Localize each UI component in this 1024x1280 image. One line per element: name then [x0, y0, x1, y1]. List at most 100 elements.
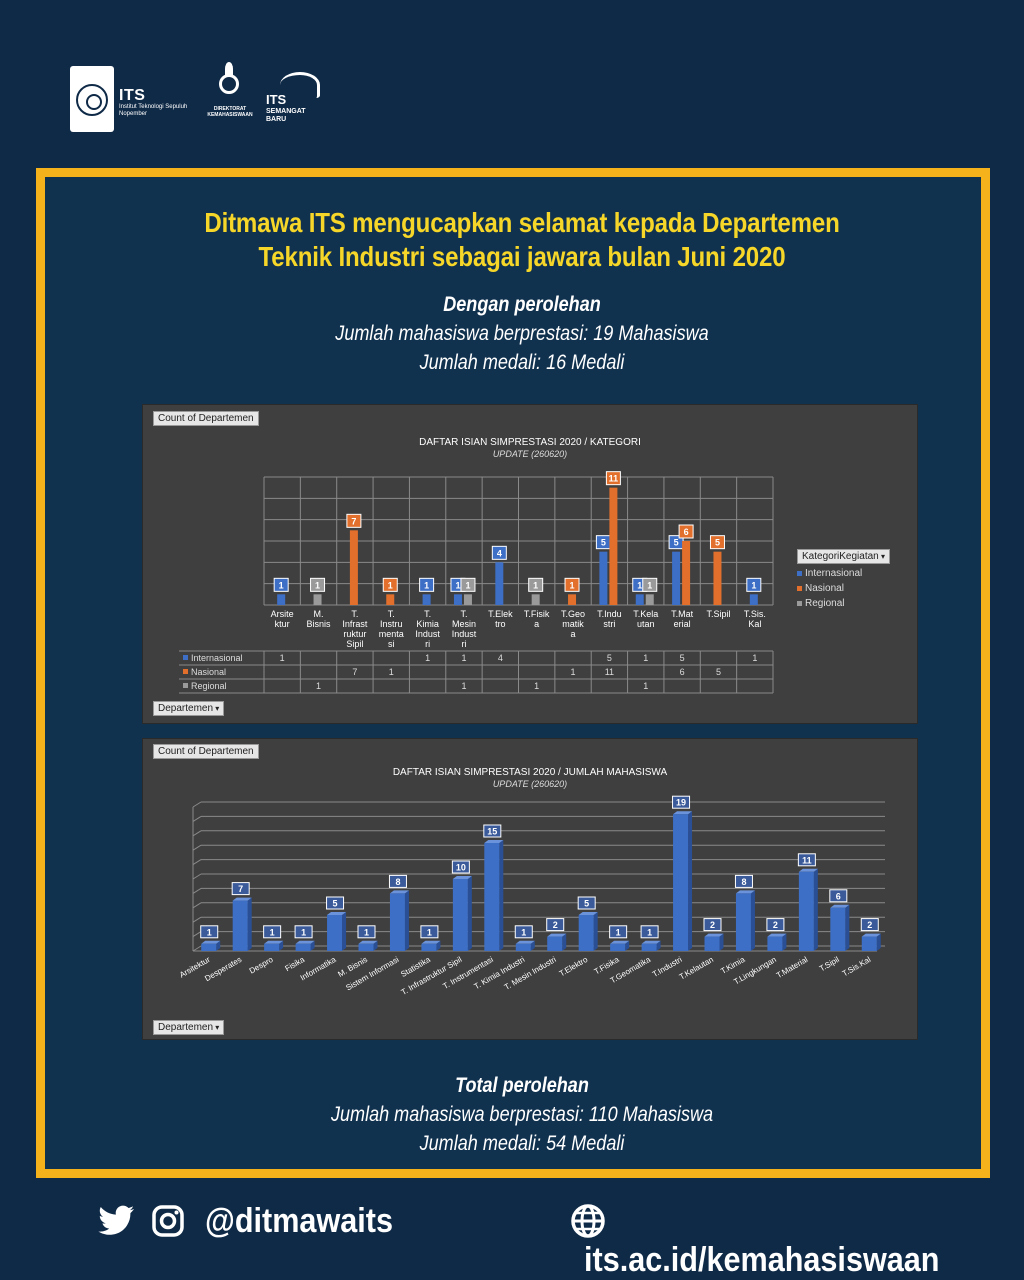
chart1-data-label: 1 — [424, 580, 429, 590]
chart1-bar-internasional — [277, 594, 286, 605]
chart1-legend: KategoriKegiatan Internasional Nasional … — [797, 549, 890, 609]
chart2-data-label-box — [829, 889, 848, 903]
category-chart: DAFTAR ISIAN SIMPRESTASI 2020 / KATEGORI… — [179, 437, 774, 694]
chart2-bar — [861, 936, 877, 951]
chart2-bar-top — [201, 940, 221, 944]
chart2-bar-top — [327, 912, 347, 915]
chart2-bar-side — [467, 876, 472, 951]
chart1-category-label: Sipil — [346, 639, 363, 649]
chart2-data-label: 10 — [456, 863, 466, 873]
chart1-bar-nasional — [568, 594, 577, 605]
chart2-data-label: 5 — [584, 899, 589, 909]
semangat-baru-logo: ITS SEMANGAT BARU — [266, 70, 326, 130]
chart2-bar-top — [641, 940, 661, 944]
legend-title[interactable]: KategoriKegiatan — [797, 549, 890, 564]
chart2-bar-side — [279, 940, 284, 951]
chart1-category-label: Mesin — [452, 619, 476, 629]
its-full-name: Institut Teknologi Sepuluh Nopember — [119, 104, 188, 117]
chart1-table-cell: 1 — [534, 681, 539, 691]
chart2-bar-side — [216, 940, 221, 951]
chart2-bar — [767, 936, 783, 951]
chart2-category-label: T.Sipil — [818, 955, 841, 974]
directorate-icon — [217, 62, 243, 98]
chart1-category-label: erial — [674, 619, 691, 629]
chart1-category-label: Kimia — [416, 619, 439, 629]
legend-nasional-label: Nasional — [805, 583, 844, 594]
chart1-data-label-box — [346, 513, 362, 528]
chart1-category-label: T.Fisik — [524, 609, 550, 619]
chart2-bar — [232, 900, 248, 951]
chart1-count-label[interactable]: Count of Departemen — [153, 411, 259, 426]
total-students: Jumlah mahasiswa berprestasi: 110 Mahasi… — [330, 1103, 714, 1126]
chart2-gridline-side — [192, 801, 202, 808]
twitter-icon[interactable] — [98, 1205, 136, 1237]
chart1-table-series-label: Internasional — [191, 653, 243, 663]
chart2-bar-side — [562, 933, 567, 951]
legend-nasional: Nasional — [797, 583, 890, 594]
chart2-data-label-box — [326, 896, 345, 910]
chart2-gridline-side — [192, 815, 202, 822]
website-footer: its.ac.id/kemahasiswaan — [570, 1200, 1024, 1279]
chart2-count-label[interactable]: Count of Departemen — [153, 744, 259, 759]
chart2-bar — [641, 943, 657, 951]
chart1-bar-internasional — [749, 594, 758, 605]
chart2-bar-top — [767, 933, 787, 937]
chart1-table-cell: 1 — [643, 681, 648, 691]
chart1-bar-internasional — [422, 594, 431, 605]
chart1-table-series-label: Regional — [191, 681, 227, 691]
chart2-bar-top — [421, 940, 441, 944]
chart2-bar — [452, 879, 468, 951]
social-footer: @ditmawaits — [98, 1200, 414, 1260]
website-url[interactable]: its.ac.id/kemahasiswaan — [584, 1240, 940, 1279]
chart2-data-label: 1 — [364, 927, 369, 937]
chart1-table-swatch — [183, 669, 188, 674]
chart2-gridline-side — [192, 830, 202, 837]
semangat-text: SEMANGAT BARU — [266, 108, 306, 123]
chart1-data-label-box — [528, 577, 544, 592]
chart1-category-label: Kal — [748, 619, 761, 629]
chart1-category-label: utan — [637, 619, 655, 629]
chart2-department-filter[interactable]: Departemen — [153, 1020, 225, 1035]
chart1-table-cell: 1 — [752, 653, 757, 663]
instagram-icon[interactable] — [151, 1204, 185, 1238]
chart2-category-label: T.Elektro — [558, 955, 590, 979]
chart2-data-label: 5 — [333, 899, 338, 909]
chart1-department-filter[interactable]: Departemen — [153, 701, 225, 716]
chart2-data-label: 8 — [741, 877, 746, 887]
chart2-data-label-box — [294, 925, 313, 939]
chart1-category-label: T. — [351, 609, 358, 619]
chart2-bar — [327, 915, 343, 951]
chart1-bar-regional — [645, 594, 654, 605]
chart2-data-label-box — [672, 795, 691, 809]
category-chart-panel: Count of Departemen DAFTAR ISIAN SIMPRES… — [142, 404, 918, 724]
summary-medals: Jumlah medali: 16 Medali — [419, 351, 625, 374]
chart1-data-label-box — [382, 577, 398, 592]
chart2-data-label-box — [357, 925, 376, 939]
social-handle[interactable]: @ditmawaits — [204, 1201, 393, 1240]
its-name: ITS — [119, 87, 146, 104]
chart1-table-series-label: Nasional — [191, 667, 226, 677]
chart1-category-label: Bisnis — [307, 619, 332, 629]
chart1-data-label: 11 — [609, 474, 619, 484]
chart1-category-label: tro — [495, 619, 506, 629]
chart2-data-label-box — [263, 925, 282, 939]
legend-regional: Regional — [797, 598, 890, 609]
chart2-gridline-side — [192, 945, 202, 952]
chart2-bar-side — [845, 904, 850, 951]
its-logo-text: ITS Institut Teknologi Sepuluh Nopember — [119, 88, 189, 118]
legend-internasional-label: Internasional — [805, 568, 863, 579]
chart1-category-label: M. — [314, 609, 324, 619]
student-count-chart: DAFTAR ISIAN SIMPRESTASI 2020 / JUMLAH M… — [178, 767, 885, 997]
chart2-data-label-box — [451, 860, 470, 874]
chart2-bar-side — [688, 811, 693, 951]
chart1-table-cell: 1 — [280, 653, 285, 663]
chart2-title: DAFTAR ISIAN SIMPRESTASI 2020 / JUMLAH M… — [393, 767, 668, 778]
chart1-subtitle: UPDATE (260620) — [493, 449, 567, 459]
chart1-bar-internasional — [599, 551, 608, 605]
chart2-bar-side — [593, 912, 598, 951]
chart2-bar-side — [719, 933, 724, 951]
chart2-bar-side — [436, 940, 441, 951]
chart2-data-label-box — [703, 918, 722, 932]
chart2-bar — [515, 943, 531, 951]
chart2-bar — [484, 843, 500, 951]
